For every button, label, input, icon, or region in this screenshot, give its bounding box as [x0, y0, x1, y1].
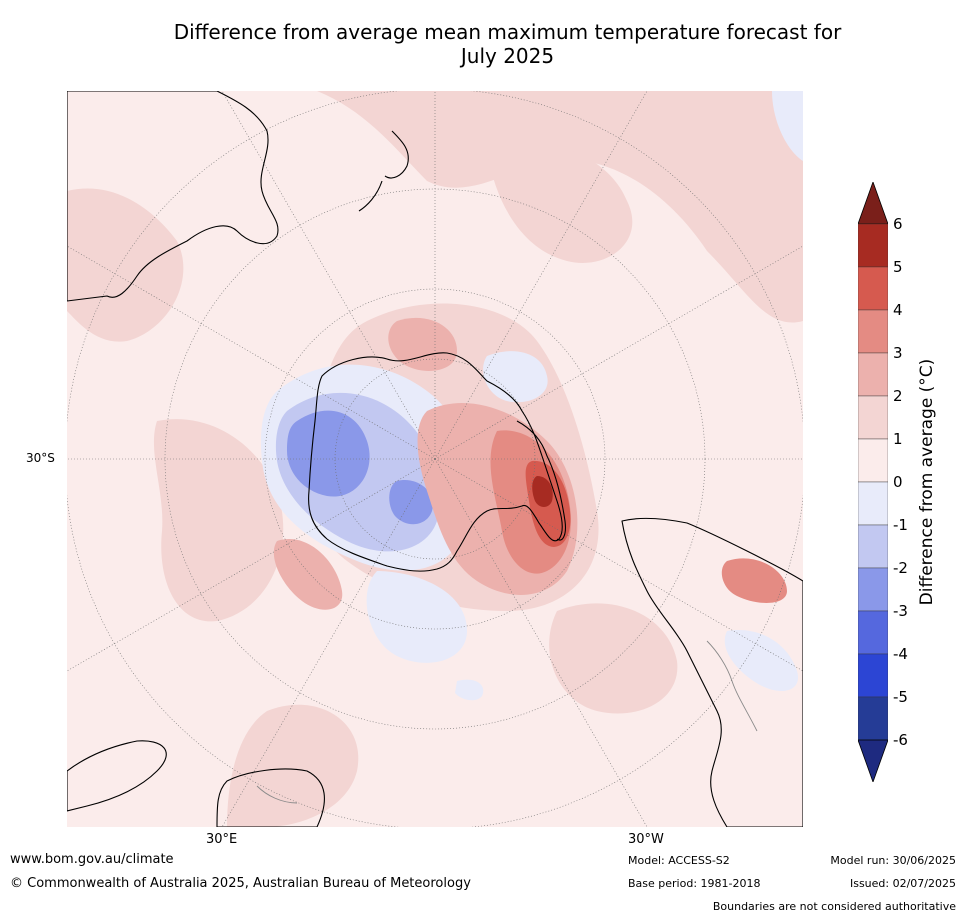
colorbar-band — [857, 653, 889, 698]
colorbar-band — [857, 309, 889, 354]
footer-issued: Issued: 02/07/2025 — [849, 877, 956, 890]
colorbar-tick-label: 5 — [893, 258, 903, 276]
new-zealand-south-coast — [358, 180, 383, 212]
colorbar-tick-label: -5 — [893, 688, 908, 706]
anomaly-cool-3-center — [389, 480, 433, 525]
colorbar-tick-label: 1 — [893, 430, 903, 448]
colorbar-band — [857, 438, 889, 483]
australia-coast — [67, 91, 279, 302]
anomaly-warm-zone-southeast — [549, 603, 678, 714]
colorbar-band — [857, 352, 889, 397]
colorbar-band — [857, 481, 889, 526]
colorbar-tick-label: 2 — [893, 387, 903, 405]
colorbar-band — [857, 223, 889, 268]
colorbar-top-arrow — [857, 180, 889, 225]
anomaly-warm-zone-north — [67, 91, 803, 323]
anomaly-cool-1-se — [455, 679, 484, 701]
south-america-boundary — [706, 640, 758, 732]
south-america-coast — [621, 517, 803, 827]
country-boundaries — [256, 640, 758, 804]
colorbar-band — [857, 610, 889, 655]
lat-label-30s: 30°S — [26, 451, 55, 465]
colorbar-band — [857, 395, 889, 440]
title-line-2: July 2025 — [460, 44, 555, 68]
anomaly-warm-5-peninsula — [532, 476, 553, 507]
lon-label-30e: 30°E — [206, 832, 238, 847]
colorbar — [857, 180, 889, 784]
meridian-10 — [221, 458, 436, 827]
colorbar-bottom-arrow — [857, 739, 889, 784]
anomaly-warm-zone-northeast — [487, 143, 633, 263]
anomaly-warm-zone-southwest — [153, 419, 284, 622]
colorbar-tick-label: -4 — [893, 645, 908, 663]
colorbar-tick-label: 3 — [893, 344, 903, 362]
africa-boundary — [256, 785, 298, 804]
colorbar-tick-label: -2 — [893, 559, 908, 577]
footer-website: www.bom.gov.au/climate — [10, 852, 174, 867]
colorbar-band — [857, 266, 889, 311]
anomaly-warm-2-ross — [388, 317, 457, 371]
footer-copyright: © Commonwealth of Australia 2025, Austra… — [10, 876, 471, 891]
madagascar-coast — [216, 768, 325, 827]
meridian-6 — [67, 245, 436, 460]
polar-map — [67, 91, 803, 827]
anomaly-cool-1-weddell — [483, 351, 548, 403]
africa-coast — [67, 740, 167, 812]
colorbar-tick-label: 4 — [893, 301, 903, 319]
anomaly-cool-1-south-america — [724, 630, 799, 691]
lon-label-30w: 30°W — [628, 832, 664, 847]
map-svg — [67, 91, 803, 827]
anomaly-warm-zone-sw-ocean — [227, 704, 359, 827]
meridian-4 — [221, 91, 436, 460]
anomaly-cool-1-ne-corner — [772, 91, 803, 161]
antarctica-coast — [308, 352, 563, 572]
colorbar-tick-label: -1 — [893, 516, 908, 534]
colorbar-tick-label: -6 — [893, 731, 908, 749]
colorbar-tick-label: 6 — [893, 215, 903, 233]
chart-title: Difference from average mean maximum tem… — [0, 20, 965, 68]
coastlines — [67, 91, 803, 827]
anomaly-warm-2-south-america — [721, 558, 787, 603]
colorbar-tick-label: 0 — [893, 473, 903, 491]
footer-model: Model: ACCESS-S2 — [628, 854, 730, 867]
colorbar-svg — [857, 180, 889, 784]
colorbar-band — [857, 696, 889, 741]
anomaly-cool-3-east-antarctica — [287, 410, 370, 497]
anomaly-cool-1-south — [366, 571, 467, 663]
anomaly-warm-2-amundsen — [273, 539, 343, 610]
colorbar-label: Difference from average (°C) — [917, 358, 937, 606]
colorbar-tick-label: -3 — [893, 602, 908, 620]
lat-circle-45s — [264, 288, 606, 630]
anomaly-warm-zone-west — [67, 188, 184, 342]
title-line-1: Difference from average mean maximum tem… — [173, 20, 842, 44]
footer-disclaimer: Boundaries are not considered authoritat… — [712, 900, 956, 913]
antarctic-peninsula-coast — [516, 420, 566, 541]
meridian-7 — [434, 245, 803, 460]
footer-base-period: Base period: 1981-2018 — [628, 877, 761, 890]
colorbar-band — [857, 567, 889, 612]
new-zealand-north-coast — [384, 130, 409, 179]
colorbar-band — [857, 524, 889, 569]
graticule — [67, 91, 803, 827]
footer-model-run: Model run: 30/06/2025 — [830, 854, 956, 867]
